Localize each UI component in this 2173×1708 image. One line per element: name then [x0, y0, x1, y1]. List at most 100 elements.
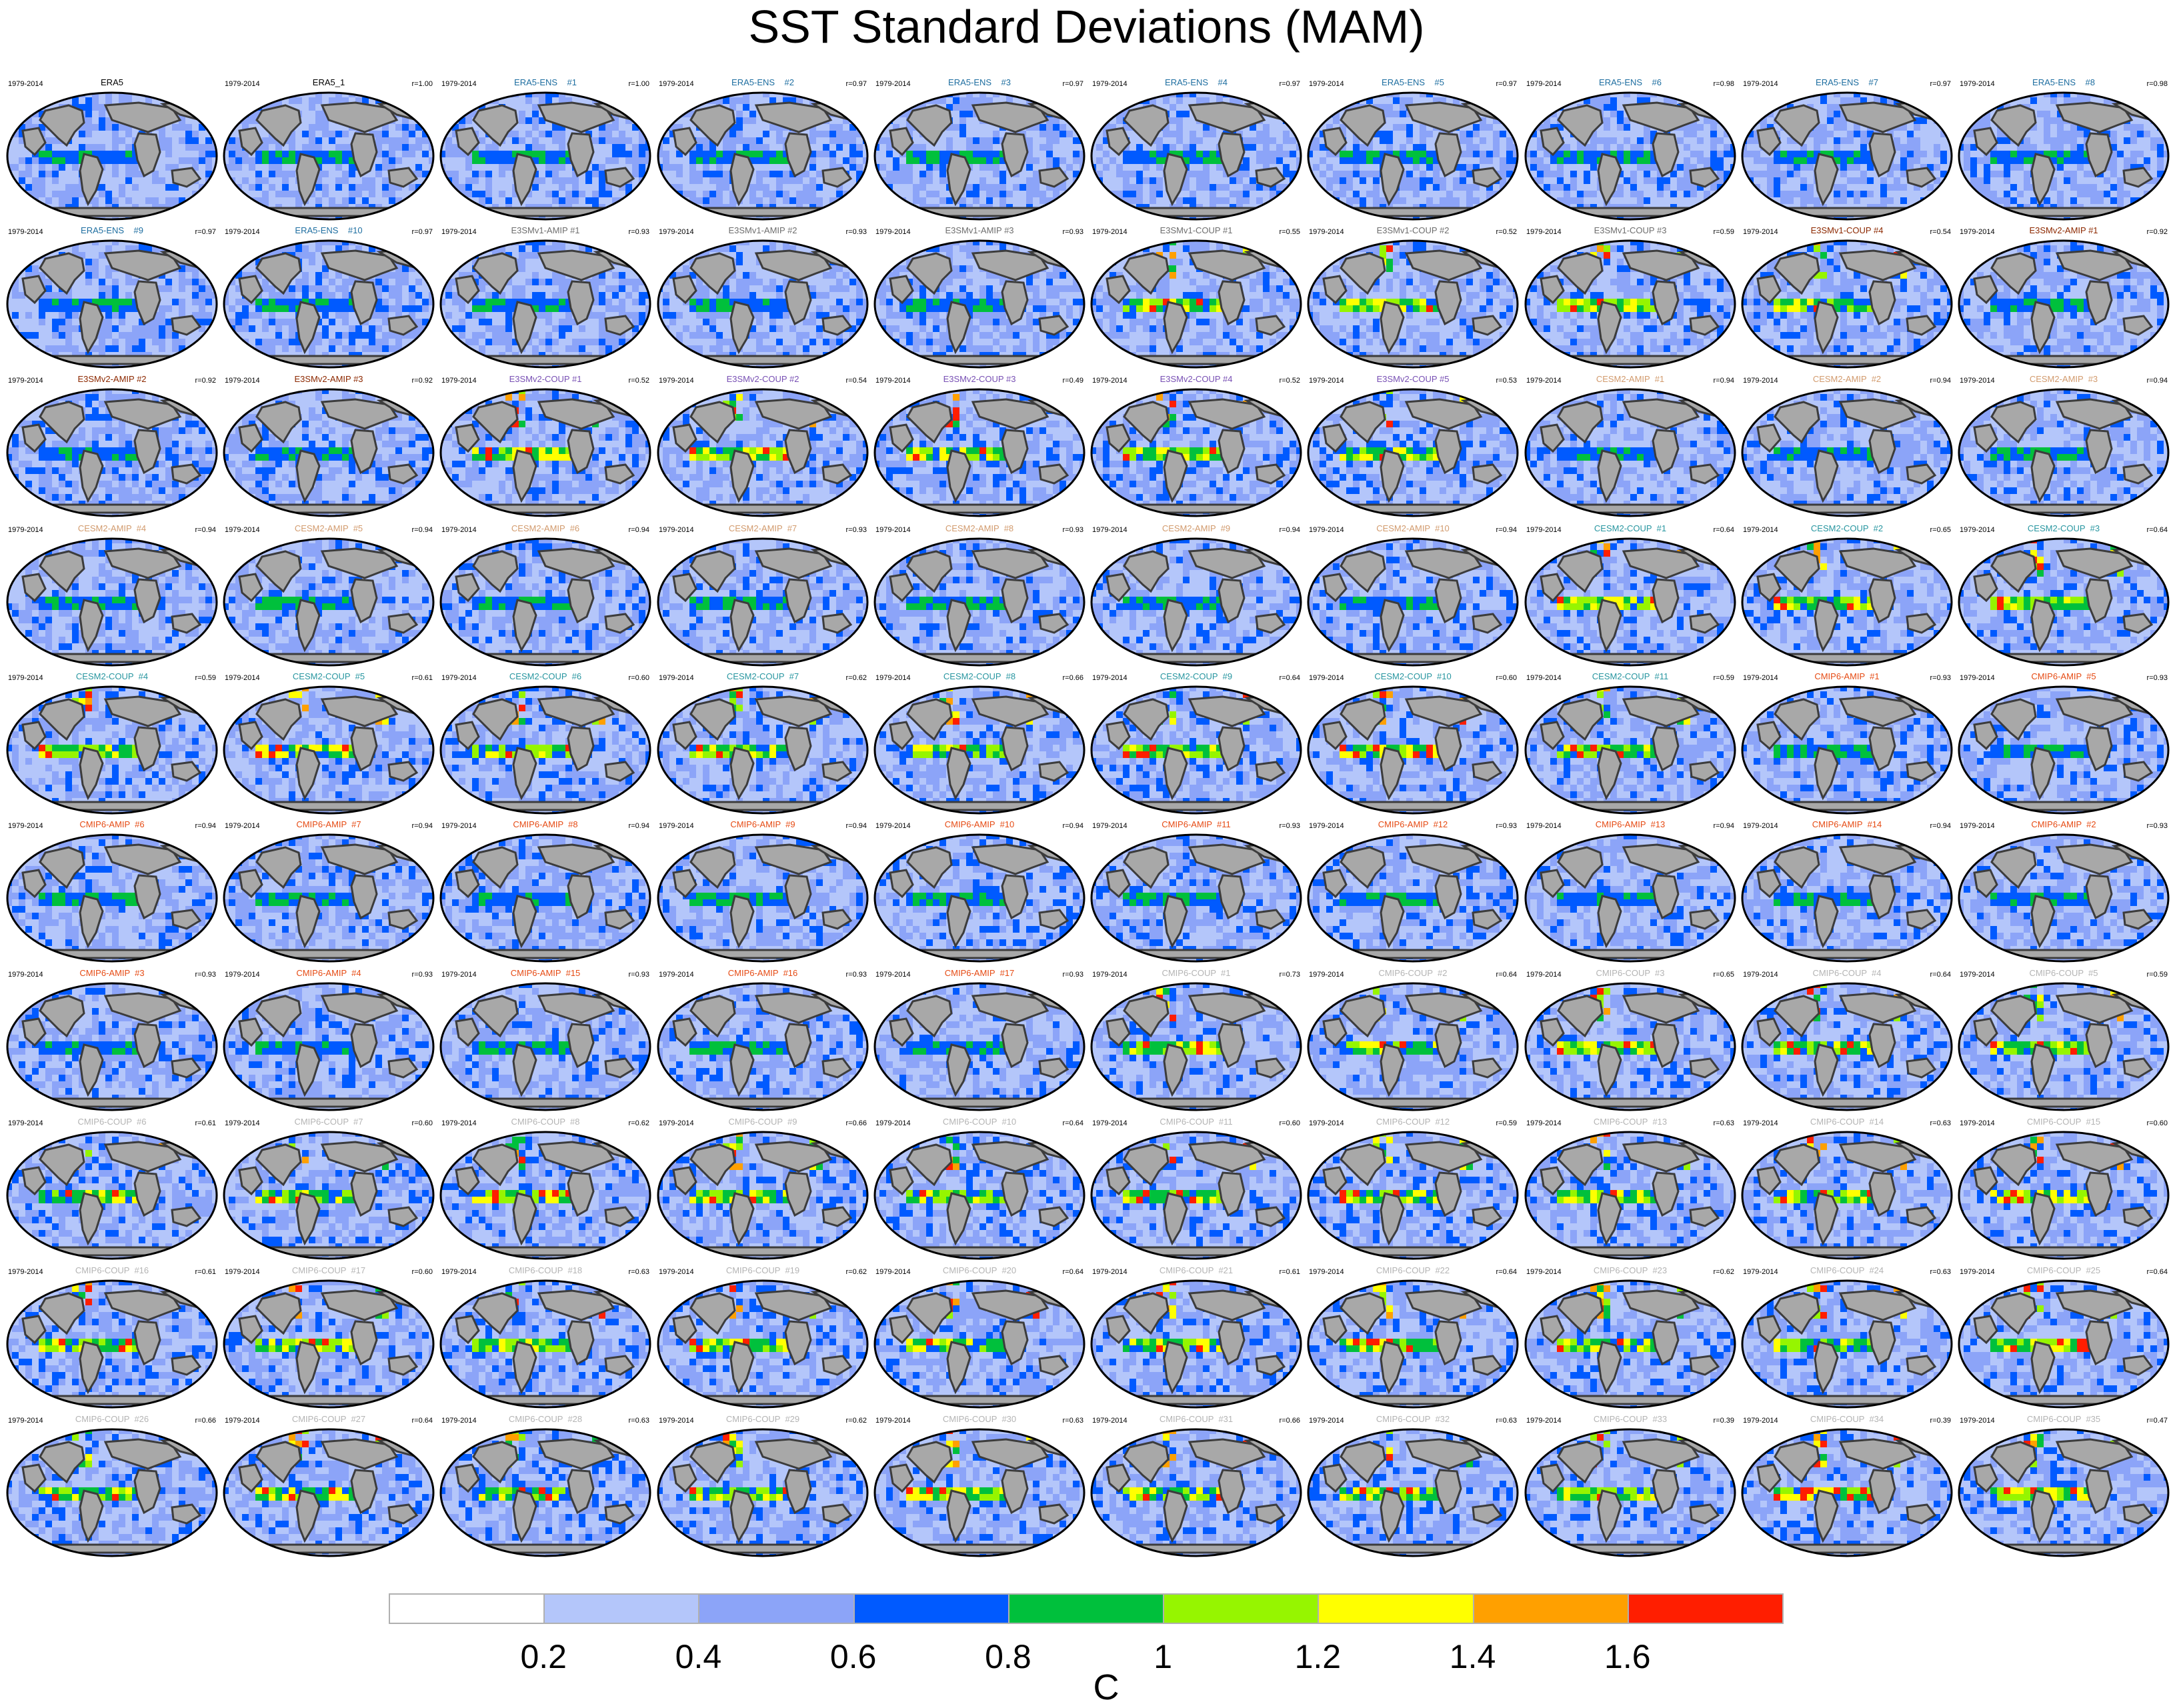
sst-cell	[2070, 197, 2077, 204]
sst-cell	[1019, 197, 1026, 204]
sst-cell	[39, 91, 45, 97]
sst-cell	[1473, 91, 1480, 97]
sst-cell	[165, 157, 172, 164]
sst-cell	[1767, 117, 1774, 124]
panel-correlation: r=1.00	[629, 80, 650, 88]
sst-cell	[709, 184, 716, 191]
sst-cell	[632, 245, 639, 252]
sst-cell	[1570, 211, 1577, 217]
sst-cell	[315, 137, 322, 144]
sst-cell	[375, 184, 382, 191]
sst-cell	[1947, 184, 1954, 191]
sst-cell	[429, 252, 435, 259]
sst-cell	[1940, 211, 1947, 217]
sst-cell	[19, 97, 25, 104]
sst-cell	[19, 211, 25, 217]
sst-cell	[159, 184, 165, 191]
sst-cell	[242, 184, 249, 191]
sst-cell	[329, 151, 335, 157]
sst-cell	[1136, 171, 1143, 177]
sst-cell	[532, 245, 539, 252]
sst-cell	[382, 285, 389, 292]
sst-cell	[1637, 171, 1644, 177]
sst-cell	[199, 239, 205, 245]
sst-cell	[973, 157, 979, 164]
sst-cell	[545, 171, 552, 177]
sst-cell	[849, 97, 856, 104]
sst-cell	[105, 305, 112, 312]
sst-cell	[1760, 217, 1767, 221]
sst-cell	[105, 239, 112, 245]
sst-cell	[1697, 191, 1704, 197]
sst-cell	[1110, 184, 1116, 191]
sst-cell	[439, 211, 445, 217]
sst-cell	[973, 124, 979, 131]
sst-cell	[676, 91, 683, 97]
sst-cell	[849, 144, 856, 151]
sst-cell	[289, 305, 295, 312]
sst-cell	[1046, 151, 1053, 157]
sst-cell	[222, 365, 229, 369]
sst-cell	[275, 184, 282, 191]
sst-cell	[439, 279, 445, 285]
sst-cell	[375, 157, 382, 164]
sst-cell	[1704, 131, 1710, 137]
sst-cell	[1306, 211, 1313, 217]
sst-cell	[2144, 204, 2150, 211]
sst-cell	[763, 177, 769, 184]
sst-cell	[2037, 117, 2044, 124]
sst-cell	[879, 197, 886, 204]
sst-cell	[72, 339, 79, 345]
sst-cell	[1130, 211, 1136, 217]
sst-cell	[1079, 91, 1086, 97]
sst-cell	[829, 217, 836, 221]
sst-cell	[382, 325, 389, 332]
sst-cell	[1473, 157, 1480, 164]
sst-cell	[1860, 197, 1867, 204]
sst-cell	[1393, 144, 1400, 151]
sst-cell	[1306, 151, 1313, 157]
sst-cell	[1203, 191, 1210, 197]
sst-cell	[1584, 177, 1590, 184]
sst-cell	[2017, 197, 2024, 204]
sst-cell	[255, 151, 262, 157]
sst-cell	[1420, 184, 1426, 191]
sst-cell	[1690, 211, 1697, 217]
sst-cell	[65, 91, 72, 97]
sst-cell	[192, 204, 199, 211]
sst-cell	[1306, 117, 1313, 124]
sst-cell	[1026, 164, 1033, 171]
sst-cell	[1210, 184, 1216, 191]
sst-cell	[1346, 217, 1353, 221]
sst-cell	[2104, 217, 2110, 221]
sst-cell	[1290, 164, 1296, 171]
sst-cell	[973, 151, 979, 157]
sst-cell	[669, 91, 676, 97]
sst-cell	[696, 191, 703, 197]
sst-cell	[886, 197, 893, 204]
sst-cell	[1754, 197, 1760, 204]
sst-cell	[1570, 91, 1577, 97]
sst-cell	[445, 204, 452, 211]
sst-cell	[1604, 131, 1610, 137]
sst-cell	[335, 299, 342, 305]
sst-cell	[402, 245, 409, 252]
sst-cell	[1190, 164, 1196, 171]
sst-cell	[179, 211, 185, 217]
sst-cell	[389, 245, 395, 252]
sst-cell	[1900, 164, 1907, 171]
sst-cell	[2117, 157, 2124, 164]
sst-cell	[452, 217, 459, 221]
sst-cell	[769, 171, 776, 177]
sst-cell	[105, 157, 112, 164]
sst-cell	[1900, 131, 1907, 137]
sst-cell	[696, 157, 703, 164]
sst-cell	[1717, 217, 1724, 221]
sst-cell	[275, 157, 282, 164]
sst-cell	[1590, 171, 1597, 177]
sst-cell	[39, 97, 45, 104]
sst-cell	[1650, 171, 1657, 177]
sst-cell	[769, 137, 776, 144]
sst-cell	[1426, 177, 1433, 184]
sst-cell	[355, 332, 362, 339]
